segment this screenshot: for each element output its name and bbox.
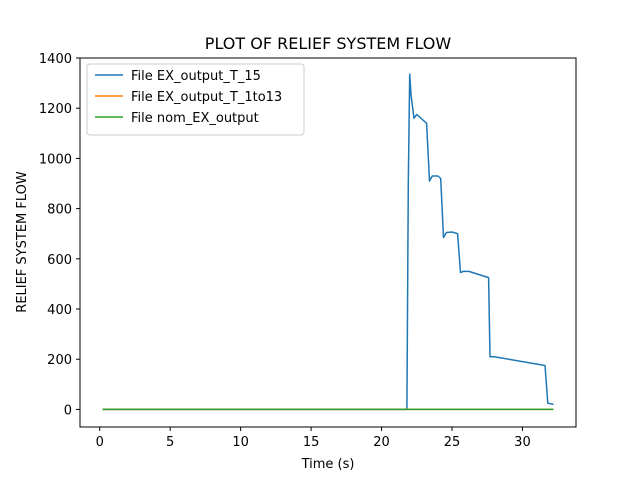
y-axis-ticks: 0 200 400 600 800 1000 1200 1400 xyxy=(39,52,80,418)
legend-label-2: File EX_output_T_1to13 xyxy=(131,90,282,105)
x-axis-ticks: 0 5 10 15 20 25 30 xyxy=(96,427,531,450)
y-axis-label: RELIEF SYSTEM FLOW xyxy=(15,171,30,313)
chart-title: PLOT OF RELIEF SYSTEM FLOW xyxy=(205,34,452,53)
y-tick-label: 600 xyxy=(47,253,72,268)
legend-label-3: File nom_EX_output xyxy=(131,111,259,126)
x-tick-label: 5 xyxy=(166,435,174,450)
x-tick-label: 30 xyxy=(514,435,531,450)
legend-box xyxy=(86,63,305,136)
y-tick-label: 1400 xyxy=(39,52,72,67)
series-layer xyxy=(102,73,554,411)
series-line-1 xyxy=(102,73,554,411)
x-axis-label: Time (s) xyxy=(301,457,355,472)
y-tick-label: 400 xyxy=(47,303,72,318)
x-tick-label: 15 xyxy=(303,435,320,450)
legend-label-1: File EX_output_T_15 xyxy=(131,69,261,84)
x-tick-label: 0 xyxy=(96,435,104,450)
legend: File EX_output_T_15 File EX_output_T_1to1… xyxy=(86,63,305,136)
y-tick-label: 800 xyxy=(47,203,72,218)
axes-border xyxy=(79,57,577,428)
y-tick-label: 0 xyxy=(64,403,72,418)
axes-frame xyxy=(79,57,577,428)
x-tick-label: 25 xyxy=(444,435,461,450)
y-tick-label: 1200 xyxy=(39,102,72,117)
x-tick-label: 10 xyxy=(232,435,249,450)
x-tick-label: 20 xyxy=(373,435,390,450)
y-tick-label: 200 xyxy=(47,353,72,368)
y-tick-label: 1000 xyxy=(39,152,72,167)
